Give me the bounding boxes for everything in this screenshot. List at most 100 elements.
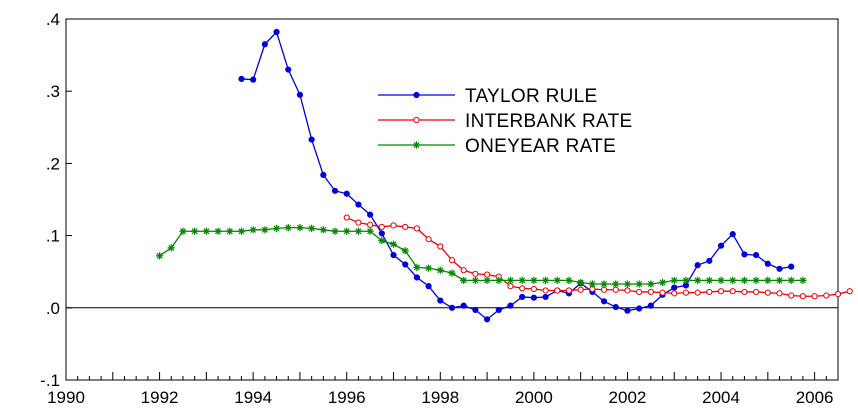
data-point-taylor-rule (320, 171, 327, 179)
data-point-taylor-rule (519, 293, 526, 301)
x-tick-label: 1990 (47, 388, 85, 407)
data-point-oneyear-rate (448, 269, 456, 277)
data-point-taylor-rule (764, 260, 771, 267)
data-point-taylor-rule (671, 284, 678, 291)
data-point-oneyear-rate (729, 276, 737, 284)
data-point-oneyear-rate (647, 280, 655, 288)
data-point-interbank-rate (413, 225, 421, 232)
data-point-oneyear-rate (612, 280, 620, 288)
data-point-interbank-rate (390, 222, 397, 229)
data-point-oneyear-rate (518, 276, 526, 284)
data-point-oneyear-rate (308, 224, 316, 232)
legend-label: INTERBANK RATE (465, 111, 632, 132)
legend-label: ONEYEAR RATE (465, 136, 616, 157)
data-point-taylor-rule (273, 28, 280, 36)
data-point-taylor-rule (647, 302, 654, 309)
data-point-taylor-rule (507, 302, 514, 309)
data-point-taylor-rule (636, 305, 643, 312)
data-point-taylor-rule (296, 91, 304, 98)
x-tick-label: 1996 (328, 388, 366, 407)
data-point-taylor-rule (367, 211, 374, 218)
data-point-taylor-rule (472, 306, 479, 314)
data-point-oneyear-rate (343, 227, 351, 235)
data-point-oneyear-rate (366, 227, 374, 235)
data-point-interbank-rate (823, 292, 830, 299)
data-point-taylor-rule (285, 66, 292, 73)
data-point-interbank-rate (694, 289, 701, 296)
data-point-taylor-rule (390, 251, 397, 259)
data-point-taylor-rule (343, 190, 350, 197)
data-point-interbank-rate (425, 236, 432, 243)
data-point-taylor-rule (413, 274, 421, 281)
data-point-oneyear-rate (202, 227, 210, 235)
data-point-interbank-rate (659, 289, 666, 296)
data-point-oneyear-rate (331, 227, 339, 235)
data-point-interbank-rate (799, 293, 807, 300)
data-point-oneyear-rate (541, 276, 550, 284)
data-point-oneyear-rate (483, 276, 491, 284)
data-point-taylor-rule (729, 231, 736, 238)
legend-item-taylor-rule: TAYLOR RULE (378, 86, 597, 107)
data-point-interbank-rate (460, 267, 467, 274)
data-point-oneyear-rate (284, 224, 292, 232)
data-point-interbank-rate (636, 288, 643, 296)
data-point-taylor-rule (694, 262, 701, 269)
data-point-taylor-rule (448, 304, 456, 311)
data-point-oneyear-rate (237, 227, 246, 235)
plot-area (65, 18, 839, 381)
data-point-oneyear-rate (226, 227, 234, 235)
data-point-oneyear-rate (378, 237, 386, 245)
y-axis-ticks: .4 .3 .2 .1 .0 -.1 (40, 10, 72, 390)
data-point-interbank-rate (600, 286, 608, 293)
data-point-oneyear-rate (436, 266, 444, 274)
data-point-oneyear-rate (752, 276, 760, 284)
legend-marker (413, 91, 420, 99)
data-point-taylor-rule (425, 283, 432, 290)
y-tick-label: .3 (46, 82, 60, 101)
x-tick-label: 2000 (515, 388, 553, 407)
data-point-taylor-rule (355, 201, 362, 208)
series-taylor-rule (238, 28, 795, 323)
data-point-taylor-rule (717, 242, 725, 249)
data-point-oneyear-rate (740, 276, 749, 284)
data-point-interbank-rate (846, 288, 853, 295)
data-point-interbank-rate (612, 286, 619, 293)
data-point-oneyear-rate (658, 278, 667, 287)
data-point-oneyear-rate (694, 276, 702, 284)
data-point-oneyear-rate (167, 244, 175, 252)
data-point-oneyear-rate (565, 276, 573, 284)
data-point-taylor-rule (530, 294, 537, 301)
data-point-oneyear-rate (705, 276, 713, 284)
data-point-interbank-rate (402, 223, 409, 231)
data-point-taylor-rule (495, 306, 502, 314)
data-point-oneyear-rate (764, 276, 772, 284)
data-point-oneyear-rate (389, 240, 398, 248)
data-point-interbank-rate (706, 288, 713, 296)
data-point-interbank-rate (577, 286, 584, 293)
data-point-oneyear-rate (717, 276, 725, 284)
data-point-oneyear-rate (787, 276, 795, 284)
data-point-interbank-rate (472, 270, 479, 277)
data-point-interbank-rate (741, 288, 748, 296)
data-point-interbank-rate (811, 293, 818, 300)
data-point-interbank-rate (507, 283, 514, 290)
data-point-interbank-rate (834, 290, 842, 298)
data-point-taylor-rule (331, 187, 339, 194)
data-point-taylor-rule (600, 298, 608, 305)
data-point-interbank-rate (717, 288, 725, 295)
data-point-interbank-rate (355, 219, 362, 226)
data-point-interbank-rate (530, 285, 537, 293)
legend-item-interbank-rate: INTERBANK RATE (378, 111, 632, 132)
data-point-taylor-rule (624, 307, 631, 314)
data-point-interbank-rate (682, 289, 690, 296)
data-point-interbank-rate (647, 288, 654, 296)
y-tick-label: .1 (46, 227, 60, 246)
data-point-oneyear-rate (775, 276, 784, 284)
data-point-interbank-rate (671, 290, 678, 297)
legend: TAYLOR RULE INTERBANK RATE ONEYEAR RATE (378, 86, 632, 157)
data-point-oneyear-rate (261, 226, 269, 234)
data-point-oneyear-rate (799, 276, 807, 284)
data-point-interbank-rate (367, 221, 374, 228)
data-point-taylor-rule (741, 251, 748, 258)
data-point-interbank-rate (437, 243, 444, 250)
